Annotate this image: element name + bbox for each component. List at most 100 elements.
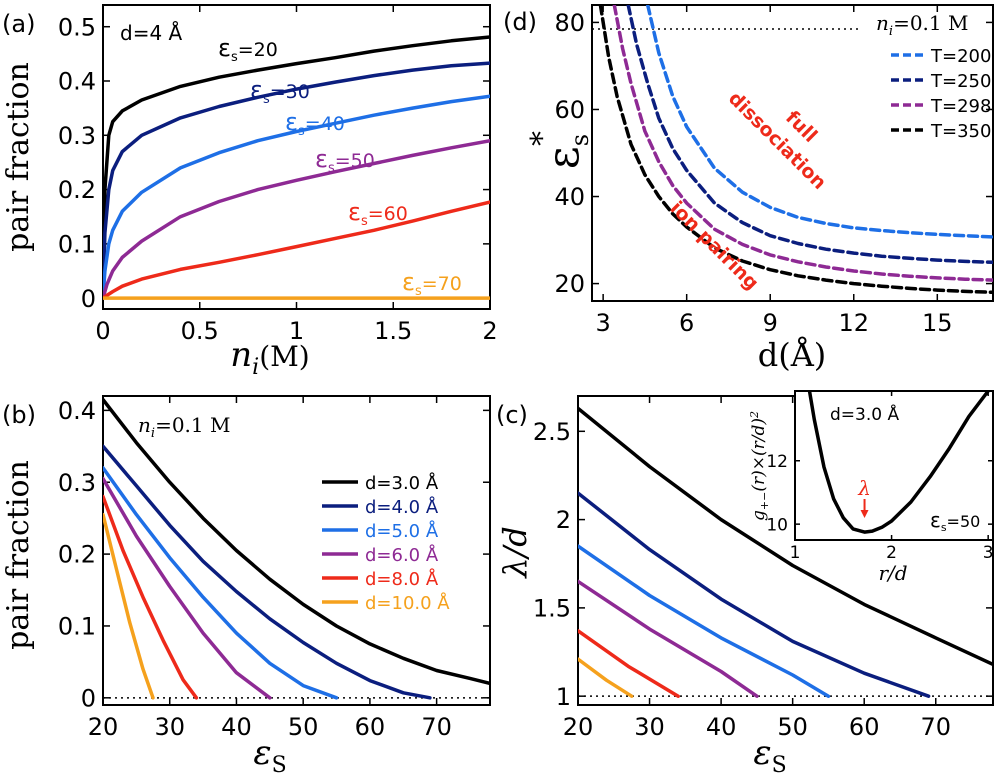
y-tick-label: 40 [554, 183, 585, 211]
x-axis-label: εS [753, 733, 786, 774]
series-label-1: εs=30 [250, 76, 310, 107]
x-tick-label: 70 [421, 713, 452, 741]
y-tick-label: 0.1 [58, 230, 96, 258]
legend-label-3: d=6.0 Å [365, 544, 439, 566]
y-tick-label: 12 [766, 452, 788, 472]
series-line-5 [103, 512, 155, 700]
y-tick-label: 0 [81, 684, 96, 712]
x-axis-label-sub: S [272, 753, 287, 774]
series-line-1 [578, 491, 931, 698]
series-label-val: =60 [368, 203, 408, 225]
x-axis-label-sub: S [772, 753, 787, 774]
x-tick-label: 3 [983, 543, 994, 563]
series-line-1 [626, 5, 993, 265]
x-axis-label: εS [253, 733, 286, 774]
y-axis-label: εs * [525, 131, 594, 169]
inset-marker-label: λ [857, 476, 871, 500]
legend-label-2: T=298 K [930, 96, 997, 117]
legend-label-5: d=10.0 Å [365, 592, 450, 614]
inset-ylabel-sup: 2 [748, 411, 761, 419]
x-tick-label: 9 [763, 309, 778, 337]
series-label-4: εs=60 [348, 198, 408, 229]
legend-label-0: T=200 K [930, 46, 997, 67]
series-label-3: εs=50 [315, 145, 375, 176]
x-tick-label: 50 [288, 713, 319, 741]
x-axis-label-unit: (M) [259, 340, 310, 373]
series-line-4 [578, 629, 680, 698]
x-tick-label: 40 [221, 713, 252, 741]
x-tick-label: 30 [634, 713, 665, 741]
plot-frame [577, 395, 994, 706]
annotation: d=4 Å [120, 21, 183, 45]
y-tick-label: 0.4 [58, 397, 96, 425]
series-line-3 [103, 138, 490, 300]
legend-label-4: d=8.0 Å [365, 568, 439, 590]
annotation-sub: i [889, 24, 893, 39]
inset-series-line-0 [807, 391, 990, 534]
x-axis-label-sub: i [252, 355, 259, 380]
x-axis-label: ni(M) [230, 335, 309, 380]
annotation-val: =0.1 M [155, 413, 230, 437]
x-tick-label: 20 [88, 713, 119, 741]
series-label-main: ε [218, 34, 231, 62]
annotation-sub: i [151, 426, 155, 441]
series-label-val: =20 [238, 39, 278, 61]
series-line-2 [612, 5, 993, 282]
x-tick-label: 1.5 [374, 317, 412, 345]
y-tick-label: 0.2 [58, 176, 96, 204]
panel-a: 0 0.5 1 1.5 2 0 0.1 0.2 0.3 0.4 0.5 (a) d=4 Å pair fr… [1, 4, 498, 380]
x-tick-label: 1 [790, 543, 801, 563]
series-line-1 [103, 61, 490, 300]
x-tick-label: 12 [838, 309, 869, 337]
series-group [578, 406, 993, 698]
series-label-val: =70 [422, 273, 462, 295]
series-label-val: =50 [335, 150, 375, 172]
legend-label-2: d=5.0 Å [365, 520, 439, 542]
x-tick-label: 3 [595, 309, 610, 337]
y-axis-label: pair fraction [1, 62, 36, 252]
y-tick-label: 0.3 [58, 469, 96, 497]
y-tick-label: 1 [556, 683, 571, 711]
x-tick-label: 2 [886, 543, 897, 563]
annotation: ni=0.1 M [876, 11, 968, 39]
annotation-main: n [876, 11, 889, 35]
y-tick-label: 80 [554, 9, 585, 37]
series-label-sub: s [361, 214, 368, 229]
legend-label-3: T=350 K [930, 121, 997, 142]
series-line-0 [103, 35, 490, 300]
series-line-3 [578, 579, 759, 698]
x-axis-label-main: n [230, 335, 252, 375]
series-line-1 [103, 444, 432, 700]
series-label-sub: s [231, 50, 238, 65]
y-axis-label-sup: * [525, 131, 560, 146]
legend-label-1: d=4.0 Å [365, 496, 439, 518]
series-label-sub: s [263, 92, 270, 107]
panel-label: (b) [2, 401, 36, 429]
legend-label-1: T=250 K [930, 71, 997, 92]
series-label-2: εs=40 [285, 108, 345, 139]
panel-label: (c) [496, 401, 528, 429]
x-tick-label: 60 [849, 713, 880, 741]
series-label-sub: s [298, 124, 305, 139]
y-axis-label: λ/d [496, 526, 534, 580]
series-line-0 [103, 397, 490, 686]
panel-label: (d) [503, 8, 537, 36]
series-group [103, 35, 490, 300]
panel-b: 20 30 40 50 60 70 0 0.1 0.2 0.3 0.4 (b) pair fractio… [1, 395, 491, 774]
x-axis-label: d(Å) [758, 336, 827, 374]
annotation-val: =0.1 M [893, 11, 968, 35]
x-axis-label-main: ε [753, 733, 771, 773]
inset-series-label: εs=50 [930, 508, 980, 534]
series-line-3 [598, 5, 993, 295]
y-tick-label: 2.5 [533, 418, 571, 446]
annotation-main: n [138, 413, 151, 437]
inset-y-axis-label: g+−(r)×(r/d)2 [748, 411, 771, 521]
x-tick-label: 2 [482, 317, 497, 345]
series-label-sub: s [415, 284, 422, 299]
series-line-2 [103, 466, 339, 700]
series-line-5 [578, 657, 634, 698]
x-tick-label: 30 [154, 713, 185, 741]
